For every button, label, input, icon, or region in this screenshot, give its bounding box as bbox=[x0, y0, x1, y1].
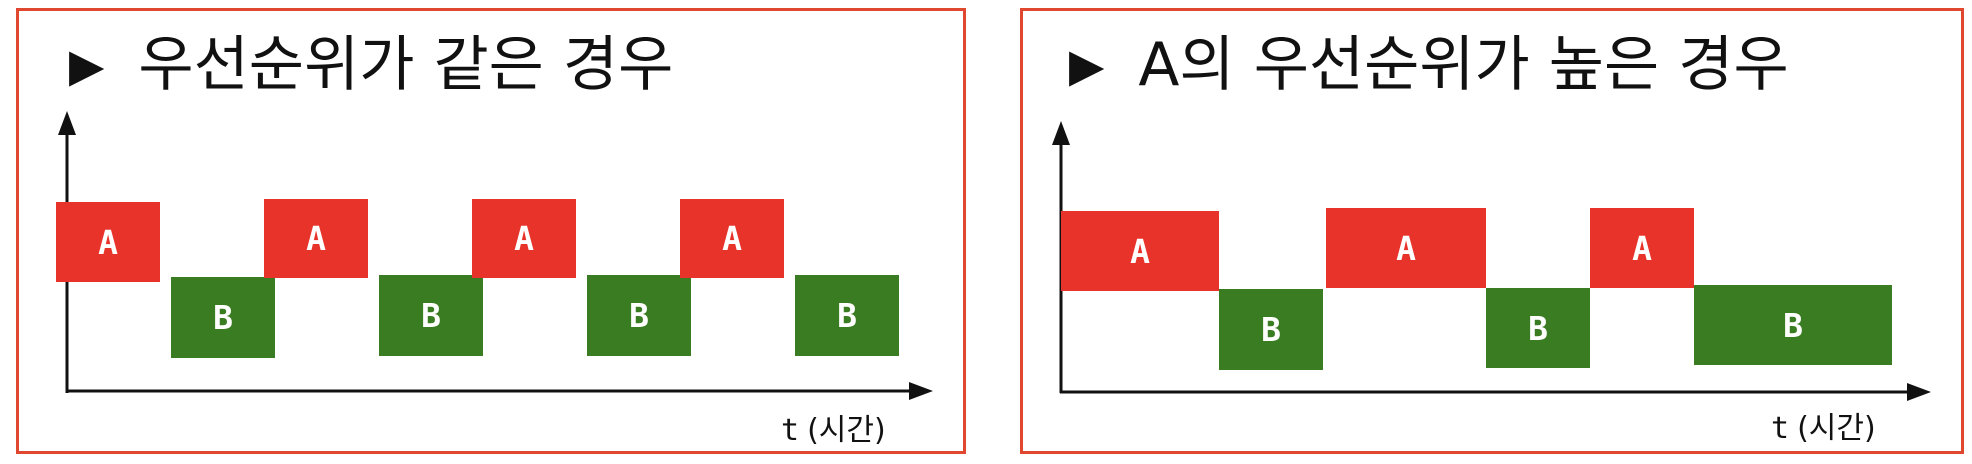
task-b-block: B bbox=[795, 275, 899, 356]
time-unit: (시간) bbox=[807, 413, 886, 448]
x-axis-arrowhead bbox=[1907, 383, 1931, 401]
task-b-block: B bbox=[1219, 289, 1323, 370]
time-axis-label: t (시간) bbox=[1771, 403, 1876, 447]
panel-equal-priority: ▶ 우선순위가 같은 경우 t (시간) A B A B A B A B bbox=[16, 8, 966, 454]
y-axis-arrowhead bbox=[1052, 121, 1070, 145]
task-a-block: A bbox=[1326, 208, 1486, 288]
panel-title: ▶ A의 우선순위가 높은 경우 bbox=[1069, 35, 1789, 95]
panel-a-higher-priority: ▶ A의 우선순위가 높은 경우 t (시간) A B A B A B bbox=[1020, 8, 1964, 454]
task-a-block: A bbox=[56, 202, 160, 282]
task-b-block: B bbox=[379, 275, 483, 356]
task-a-block: A bbox=[1061, 211, 1219, 291]
time-symbol: t bbox=[781, 413, 800, 448]
x-axis-arrowhead bbox=[909, 382, 933, 400]
panel-title-text: 우선순위가 같은 경우 bbox=[138, 30, 674, 100]
task-b-block: B bbox=[1486, 288, 1590, 368]
task-a-block: A bbox=[264, 199, 368, 278]
play-triangle-icon: ▶ bbox=[69, 38, 105, 92]
task-b-block: B bbox=[171, 277, 275, 358]
y-axis-arrowhead bbox=[58, 111, 76, 135]
panel-title-text: A의 우선순위가 높은 경우 bbox=[1138, 30, 1789, 100]
task-a-block: A bbox=[472, 199, 576, 278]
task-b-block: B bbox=[1694, 285, 1892, 365]
play-triangle-icon: ▶ bbox=[1069, 38, 1105, 92]
task-b-block: B bbox=[587, 275, 691, 356]
panel-title: ▶ 우선순위가 같은 경우 bbox=[69, 35, 673, 95]
time-unit: (시간) bbox=[1797, 411, 1876, 446]
task-a-block: A bbox=[680, 199, 784, 278]
time-axis-label: t (시간) bbox=[781, 405, 886, 449]
time-symbol: t bbox=[1771, 411, 1790, 446]
task-a-block: A bbox=[1590, 208, 1694, 288]
